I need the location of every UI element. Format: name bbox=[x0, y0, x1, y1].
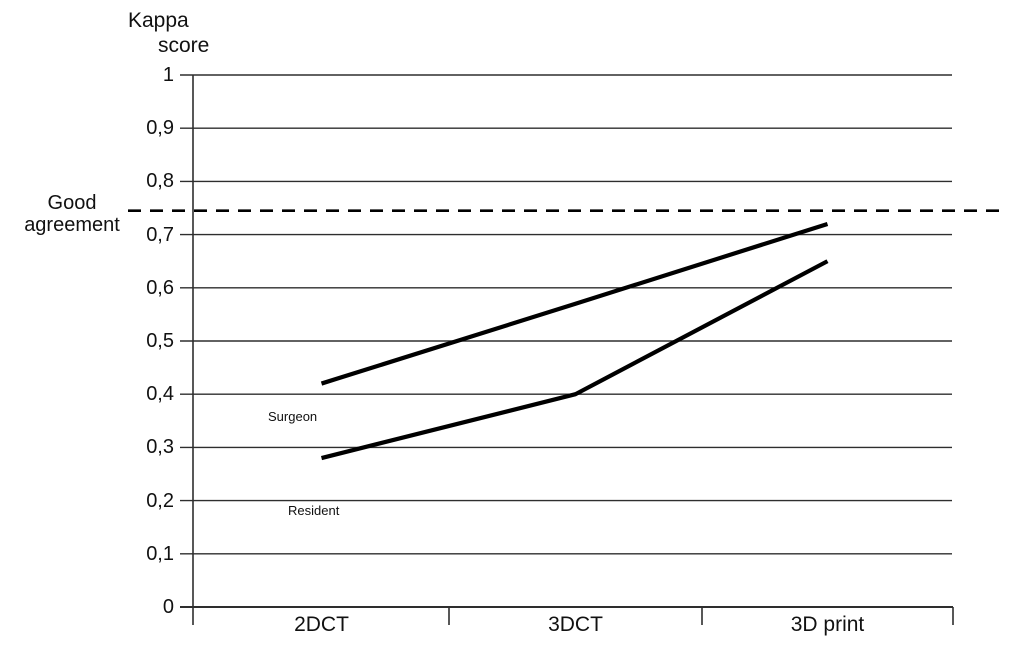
y-axis-title-line1: Kappa bbox=[128, 9, 189, 32]
y-tick-label: 0,5 bbox=[146, 330, 174, 352]
y-tick-label: 0,7 bbox=[146, 223, 174, 246]
series-label-surgeon: Surgeon bbox=[268, 409, 318, 424]
y-axis-title-line2: score bbox=[158, 34, 210, 57]
y-tick-label: 0,2 bbox=[146, 489, 174, 512]
series-line-surgeon bbox=[320, 221, 829, 386]
threshold-label-line1: Good bbox=[47, 192, 97, 214]
x-tick-label-3dct: 3DCT bbox=[548, 613, 603, 636]
x-tick-label-2dct: 2DCT bbox=[294, 613, 349, 636]
y-tick-label: 0,4 bbox=[146, 383, 174, 406]
y-tick-label: 0,6 bbox=[146, 276, 174, 299]
threshold-label: Good agreement bbox=[8, 192, 136, 236]
series-line-resident bbox=[320, 259, 829, 461]
y-tick-label: 1 bbox=[162, 64, 174, 86]
y-tick-label: 0 bbox=[162, 596, 174, 618]
y-tick-label: 0,9 bbox=[146, 117, 174, 140]
y-tick-label: 0,3 bbox=[146, 436, 174, 459]
y-tick-label: 0,1 bbox=[146, 542, 174, 565]
threshold-label-line2: agreement bbox=[24, 214, 120, 236]
y-tick-label: 0,8 bbox=[146, 170, 174, 193]
x-tick-label-3dprint: 3D print bbox=[790, 613, 865, 636]
series-label-resident: Resident bbox=[288, 503, 340, 518]
